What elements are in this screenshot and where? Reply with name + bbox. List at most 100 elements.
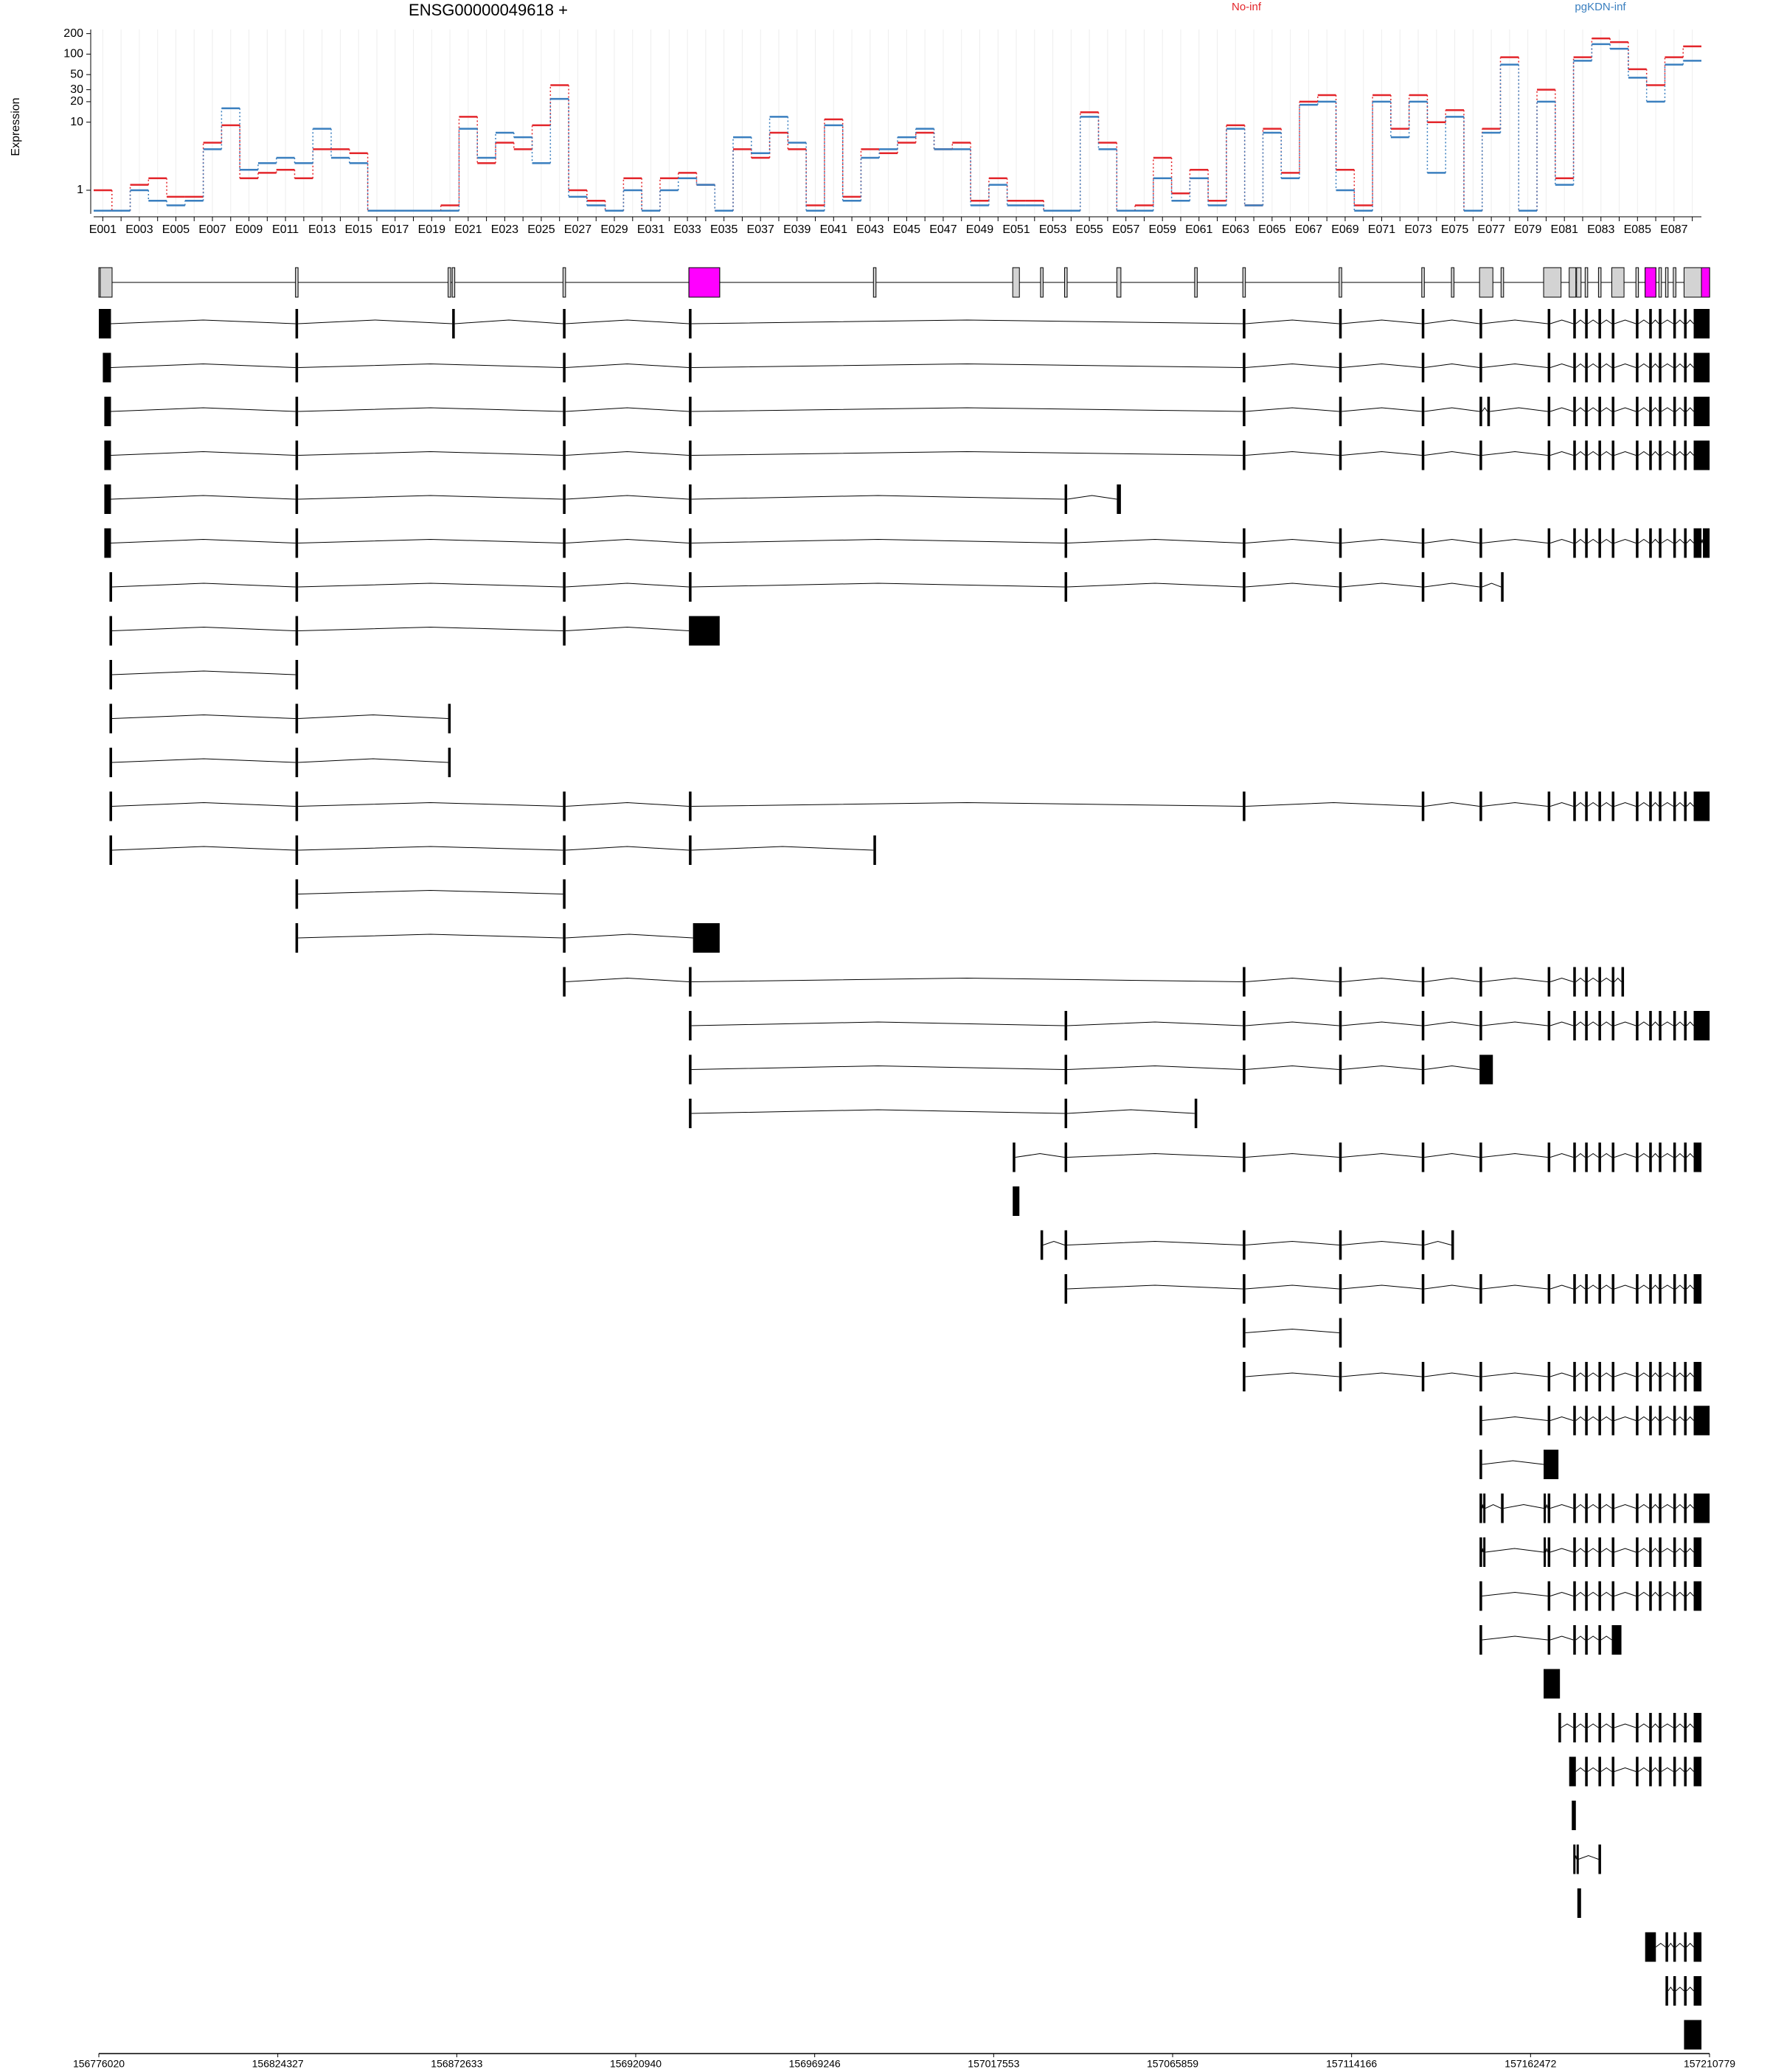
exon	[1339, 1054, 1342, 1085]
exon	[1611, 1142, 1615, 1172]
exon	[1693, 1537, 1702, 1567]
x-tick-label: E085	[1624, 223, 1651, 236]
exon	[1636, 1142, 1639, 1172]
exon-bin	[1673, 267, 1676, 298]
intron	[1245, 319, 1339, 324]
exon	[1636, 1274, 1639, 1304]
intron	[1424, 363, 1480, 368]
x-tick-label: E021	[454, 223, 482, 236]
exon	[100, 309, 111, 338]
intron	[1587, 1416, 1599, 1421]
exon-bin	[295, 267, 299, 298]
x-tick-label: E043	[856, 223, 884, 236]
intron	[1587, 1723, 1599, 1728]
intron	[1245, 1065, 1339, 1070]
exon	[1547, 1011, 1551, 1040]
exon	[1649, 1274, 1652, 1304]
intron	[1638, 363, 1650, 368]
intron	[1638, 802, 1650, 807]
exon	[295, 440, 299, 470]
exon	[1636, 1713, 1639, 1742]
x-tick-label: E017	[381, 223, 409, 236]
exon	[689, 397, 692, 426]
exon	[1693, 1976, 1702, 2006]
exon	[1040, 1230, 1044, 1260]
x-tick-label: E069	[1331, 223, 1358, 236]
intron	[1651, 1503, 1659, 1509]
x-tick-label: E023	[491, 223, 518, 236]
intron	[1614, 1767, 1637, 1772]
y-tick-label: 1	[77, 184, 83, 196]
intron	[565, 451, 690, 456]
exon	[1243, 528, 1246, 558]
exon-bin	[1194, 267, 1198, 298]
exon	[1693, 1932, 1702, 1962]
intron	[298, 451, 563, 456]
exon	[1598, 397, 1601, 426]
intron	[1651, 363, 1659, 368]
exon	[1636, 440, 1639, 470]
exon	[1598, 309, 1601, 338]
x-tick-label: E003	[125, 223, 153, 236]
exon	[1673, 1011, 1676, 1040]
x-tick-label: E083	[1587, 223, 1614, 236]
exon	[1479, 1405, 1482, 1436]
exon	[1483, 1493, 1486, 1523]
y-tick-label: 10	[70, 116, 83, 128]
intron	[1482, 319, 1548, 324]
exon	[1479, 352, 1482, 383]
intron	[1424, 1240, 1452, 1245]
y-tick-label: 30	[70, 83, 83, 96]
exon	[1598, 967, 1601, 997]
intron	[1067, 583, 1243, 588]
intron	[1575, 1372, 1586, 1377]
intron	[565, 977, 690, 982]
exon	[1611, 440, 1615, 470]
intron	[1067, 1065, 1243, 1070]
intron	[1638, 1416, 1650, 1421]
intron	[1600, 319, 1612, 324]
intron	[1245, 583, 1339, 588]
exon	[1421, 572, 1425, 602]
exon	[689, 616, 720, 646]
exon	[1673, 1756, 1676, 1787]
x-tick-label: E063	[1222, 223, 1249, 236]
intron	[1614, 1153, 1637, 1158]
exon	[1479, 967, 1482, 997]
exon	[1673, 1142, 1676, 1172]
intron	[565, 846, 690, 851]
exon	[295, 835, 299, 865]
exon	[1684, 1405, 1687, 1436]
x-tick-label: E073	[1404, 223, 1431, 236]
x-tick-label: E047	[929, 223, 957, 236]
intron	[1482, 451, 1548, 456]
exon	[1573, 1142, 1576, 1172]
exon	[1117, 484, 1121, 514]
intron	[1342, 1372, 1422, 1377]
exon	[295, 528, 299, 558]
exon	[1611, 1011, 1615, 1040]
exon	[1243, 1142, 1246, 1172]
x-tick-label: 156872633	[431, 2058, 482, 2070]
exon	[1339, 1011, 1342, 1040]
exon	[1673, 1932, 1676, 1962]
x-tick-label: E077	[1477, 223, 1504, 236]
exon	[1577, 1888, 1581, 1918]
exon	[1585, 967, 1588, 997]
exon	[1243, 1054, 1246, 1085]
intron	[1587, 802, 1599, 807]
intron	[1600, 1416, 1612, 1421]
intron	[1651, 538, 1659, 543]
intron	[1245, 363, 1339, 368]
intron	[1482, 1504, 1484, 1509]
intron	[1549, 1503, 1574, 1509]
exon	[1576, 1844, 1579, 1874]
intron	[1676, 1503, 1684, 1509]
y-tick-label: 50	[70, 68, 83, 80]
exon	[1598, 1625, 1601, 1655]
intron	[1067, 538, 1243, 543]
exon	[448, 748, 451, 777]
exon	[1064, 1142, 1068, 1172]
x-tick-label: E059	[1149, 223, 1176, 236]
exon-bin	[1576, 267, 1582, 298]
